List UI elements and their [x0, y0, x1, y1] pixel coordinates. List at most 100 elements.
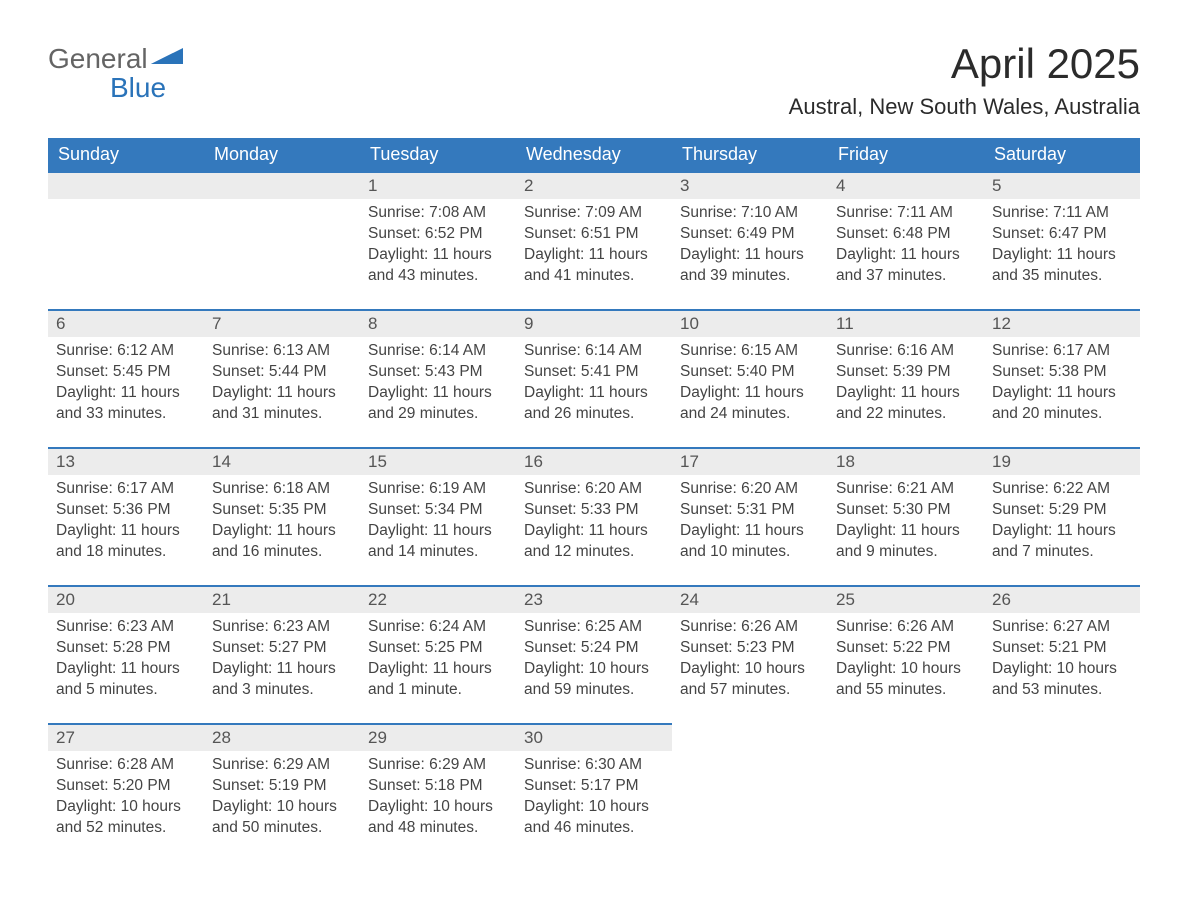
- weekday-header: Tuesday: [360, 138, 516, 171]
- sunrise-text: Sunrise: 6:28 AM: [56, 755, 196, 776]
- day-number: 16: [516, 447, 672, 475]
- sunset-text: Sunset: 5:36 PM: [56, 500, 196, 521]
- calendar-day-cell: 20Sunrise: 6:23 AMSunset: 5:28 PMDayligh…: [48, 585, 204, 723]
- day-number: 14: [204, 447, 360, 475]
- sunrise-text: Sunrise: 6:16 AM: [836, 341, 976, 362]
- sunset-text: Sunset: 5:30 PM: [836, 500, 976, 521]
- day-number: 29: [360, 723, 516, 751]
- calendar-day-cell: 30Sunrise: 6:30 AMSunset: 5:17 PMDayligh…: [516, 723, 672, 861]
- weekday-header: Wednesday: [516, 138, 672, 171]
- weekday-header: Thursday: [672, 138, 828, 171]
- day-details: Sunrise: 7:11 AMSunset: 6:48 PMDaylight:…: [828, 199, 984, 293]
- day-details: Sunrise: 6:12 AMSunset: 5:45 PMDaylight:…: [48, 337, 204, 431]
- sunrise-text: Sunrise: 6:26 AM: [680, 617, 820, 638]
- daylight-text: Daylight: 11 hours and 10 minutes.: [680, 521, 820, 563]
- day-number: 22: [360, 585, 516, 613]
- daylight-text: Daylight: 10 hours and 48 minutes.: [368, 797, 508, 839]
- day-number: 17: [672, 447, 828, 475]
- sunrise-text: Sunrise: 6:29 AM: [212, 755, 352, 776]
- day-details: Sunrise: 7:08 AMSunset: 6:52 PMDaylight:…: [360, 199, 516, 293]
- sunrise-text: Sunrise: 6:15 AM: [680, 341, 820, 362]
- day-details: Sunrise: 6:23 AMSunset: 5:28 PMDaylight:…: [48, 613, 204, 707]
- sunset-text: Sunset: 6:51 PM: [524, 224, 664, 245]
- logo-flag-icon: [151, 40, 183, 69]
- page-header: General Blue April 2025 Austral, New Sou…: [48, 40, 1140, 120]
- sunrise-text: Sunrise: 6:20 AM: [524, 479, 664, 500]
- day-details: Sunrise: 6:26 AMSunset: 5:22 PMDaylight:…: [828, 613, 984, 707]
- day-details: Sunrise: 6:18 AMSunset: 5:35 PMDaylight:…: [204, 475, 360, 569]
- sunset-text: Sunset: 6:48 PM: [836, 224, 976, 245]
- sunset-text: Sunset: 5:44 PM: [212, 362, 352, 383]
- logo-text-2: Blue: [48, 73, 183, 102]
- calendar-day-cell: [672, 723, 828, 861]
- calendar-day-cell: 12Sunrise: 6:17 AMSunset: 5:38 PMDayligh…: [984, 309, 1140, 447]
- sunset-text: Sunset: 5:43 PM: [368, 362, 508, 383]
- daylight-text: Daylight: 10 hours and 52 minutes.: [56, 797, 196, 839]
- calendar-day-cell: 4Sunrise: 7:11 AMSunset: 6:48 PMDaylight…: [828, 171, 984, 309]
- daylight-text: Daylight: 11 hours and 41 minutes.: [524, 245, 664, 287]
- day-number: 8: [360, 309, 516, 337]
- calendar-table: Sunday Monday Tuesday Wednesday Thursday…: [48, 138, 1140, 861]
- calendar-day-cell: 9Sunrise: 6:14 AMSunset: 5:41 PMDaylight…: [516, 309, 672, 447]
- day-number: 18: [828, 447, 984, 475]
- daylight-text: Daylight: 11 hours and 7 minutes.: [992, 521, 1132, 563]
- daylight-text: Daylight: 11 hours and 24 minutes.: [680, 383, 820, 425]
- sunrise-text: Sunrise: 7:11 AM: [836, 203, 976, 224]
- sunrise-text: Sunrise: 6:23 AM: [56, 617, 196, 638]
- calendar-day-cell: 15Sunrise: 6:19 AMSunset: 5:34 PMDayligh…: [360, 447, 516, 585]
- daylight-text: Daylight: 10 hours and 55 minutes.: [836, 659, 976, 701]
- calendar-day-cell: 10Sunrise: 6:15 AMSunset: 5:40 PMDayligh…: [672, 309, 828, 447]
- calendar-day-cell: 29Sunrise: 6:29 AMSunset: 5:18 PMDayligh…: [360, 723, 516, 861]
- calendar-week-row: 1Sunrise: 7:08 AMSunset: 6:52 PMDaylight…: [48, 171, 1140, 309]
- sunset-text: Sunset: 5:21 PM: [992, 638, 1132, 659]
- calendar-day-cell: 1Sunrise: 7:08 AMSunset: 6:52 PMDaylight…: [360, 171, 516, 309]
- daylight-text: Daylight: 11 hours and 39 minutes.: [680, 245, 820, 287]
- daylight-text: Daylight: 11 hours and 37 minutes.: [836, 245, 976, 287]
- calendar-day-cell: 19Sunrise: 6:22 AMSunset: 5:29 PMDayligh…: [984, 447, 1140, 585]
- day-details: Sunrise: 6:16 AMSunset: 5:39 PMDaylight:…: [828, 337, 984, 431]
- day-details: Sunrise: 6:30 AMSunset: 5:17 PMDaylight:…: [516, 751, 672, 845]
- calendar-day-cell: 28Sunrise: 6:29 AMSunset: 5:19 PMDayligh…: [204, 723, 360, 861]
- calendar-day-cell: 23Sunrise: 6:25 AMSunset: 5:24 PMDayligh…: [516, 585, 672, 723]
- day-number: 30: [516, 723, 672, 751]
- day-details: Sunrise: 7:09 AMSunset: 6:51 PMDaylight:…: [516, 199, 672, 293]
- day-details: Sunrise: 6:15 AMSunset: 5:40 PMDaylight:…: [672, 337, 828, 431]
- day-number: 6: [48, 309, 204, 337]
- sunrise-text: Sunrise: 6:17 AM: [56, 479, 196, 500]
- day-details: [204, 199, 360, 209]
- daylight-text: Daylight: 10 hours and 57 minutes.: [680, 659, 820, 701]
- sunset-text: Sunset: 5:39 PM: [836, 362, 976, 383]
- sunset-text: Sunset: 5:33 PM: [524, 500, 664, 521]
- day-details: [984, 749, 1140, 759]
- sunset-text: Sunset: 5:27 PM: [212, 638, 352, 659]
- daylight-text: Daylight: 11 hours and 14 minutes.: [368, 521, 508, 563]
- calendar-week-row: 13 Sunrise: 6:17 AMSunset: 5:36 PM Dayligh…: [48, 447, 1140, 585]
- sunset-text: Sunset: 5:34 PM: [368, 500, 508, 521]
- calendar-day-cell: 25Sunrise: 6:26 AMSunset: 5:22 PMDayligh…: [828, 585, 984, 723]
- sunrise-text: Sunrise: 6:27 AM: [992, 617, 1132, 638]
- day-details: Sunrise: 6:14 AMSunset: 5:41 PMDaylight:…: [516, 337, 672, 431]
- weekday-header: Monday: [204, 138, 360, 171]
- day-number: 13: [48, 447, 204, 475]
- daylight-text: Daylight: 11 hours and 1 minute.: [368, 659, 508, 701]
- day-number: 27: [48, 723, 204, 751]
- sunset-text: Sunset: 5:25 PM: [368, 638, 508, 659]
- day-details: Sunrise: 6:26 AMSunset: 5:23 PMDaylight:…: [672, 613, 828, 707]
- sunrise-text: Sunrise: 6:17 AM: [992, 341, 1132, 362]
- day-details: Sunrise: 6:29 AMSunset: 5:19 PMDaylight:…: [204, 751, 360, 845]
- calendar-day-cell: 3Sunrise: 7:10 AMSunset: 6:49 PMDaylight…: [672, 171, 828, 309]
- weekday-header-row: Sunday Monday Tuesday Wednesday Thursday…: [48, 138, 1140, 171]
- day-number: [48, 171, 204, 199]
- day-details: Sunrise: 6:14 AMSunset: 5:43 PMDaylight:…: [360, 337, 516, 431]
- day-number: 25: [828, 585, 984, 613]
- calendar-day-cell: 14Sunrise: 6:18 AMSunset: 5:35 PMDayligh…: [204, 447, 360, 585]
- day-number: [828, 723, 984, 749]
- daylight-text: Daylight: 10 hours and 46 minutes.: [524, 797, 664, 839]
- sunrise-text: Sunrise: 6:14 AM: [524, 341, 664, 362]
- calendar-day-cell: 22Sunrise: 6:24 AMSunset: 5:25 PMDayligh…: [360, 585, 516, 723]
- daylight-text: Daylight: 11 hours and 9 minutes.: [836, 521, 976, 563]
- day-number: 23: [516, 585, 672, 613]
- calendar-day-cell: 21Sunrise: 6:23 AMSunset: 5:27 PMDayligh…: [204, 585, 360, 723]
- day-details: Sunrise: 6:24 AMSunset: 5:25 PMDaylight:…: [360, 613, 516, 707]
- calendar-day-cell: 8Sunrise: 6:14 AMSunset: 5:43 PMDaylight…: [360, 309, 516, 447]
